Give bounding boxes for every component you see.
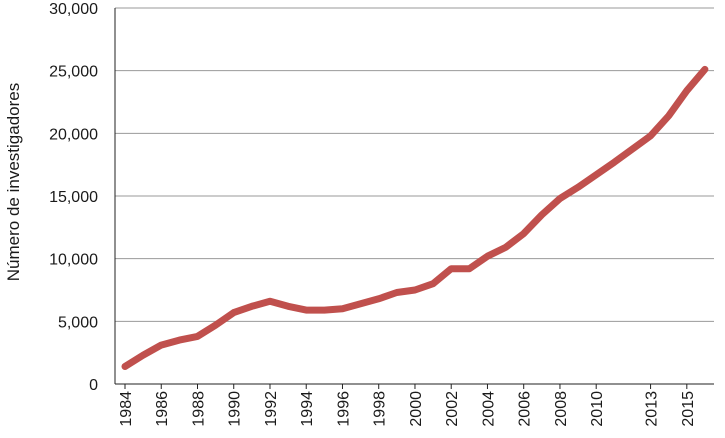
y-tick-label: 10,000: [49, 252, 98, 269]
y-tick-label: 20,000: [49, 126, 98, 143]
x-axis-ticks: 1984 1986 1988 1990 1992 1994 1996 1998 2000 2002…: [118, 384, 697, 427]
x-tick-label: 1986: [154, 391, 171, 427]
y-axis-ticks: 0 5,000 10,000 15,000 20,000 25,000 30,000: [49, 1, 98, 394]
series-line: [121, 65, 709, 370]
y-axis-title: Número de investigadores: [4, 83, 23, 281]
y-tick-label: 5,000: [58, 314, 98, 331]
x-tick-label: 2000: [408, 391, 425, 427]
x-tick-label: 1984: [118, 391, 135, 427]
x-tick-label: 1998: [372, 391, 389, 427]
x-tick-label: 2010: [589, 391, 606, 427]
x-tick-label: 2006: [517, 391, 534, 427]
x-tick-label: 1996: [335, 391, 352, 427]
x-tick-label: 2004: [480, 391, 497, 427]
x-tick-label: 2013: [644, 391, 661, 427]
x-tick-label: 2002: [444, 391, 461, 427]
x-tick-label: 2015: [680, 391, 697, 427]
x-tick-label: 1988: [190, 391, 207, 427]
gridlines: [115, 7, 714, 322]
x-tick-label: 2008: [553, 391, 570, 427]
y-tick-label: 0: [89, 377, 98, 394]
y-tick-label: 25,000: [49, 64, 98, 81]
x-tick-label: 1994: [299, 391, 316, 427]
x-tick-label: 1992: [263, 391, 280, 427]
x-tick-label: 1990: [227, 391, 244, 427]
y-tick-label: 30,000: [49, 1, 98, 18]
y-tick-label: 15,000: [49, 189, 98, 206]
